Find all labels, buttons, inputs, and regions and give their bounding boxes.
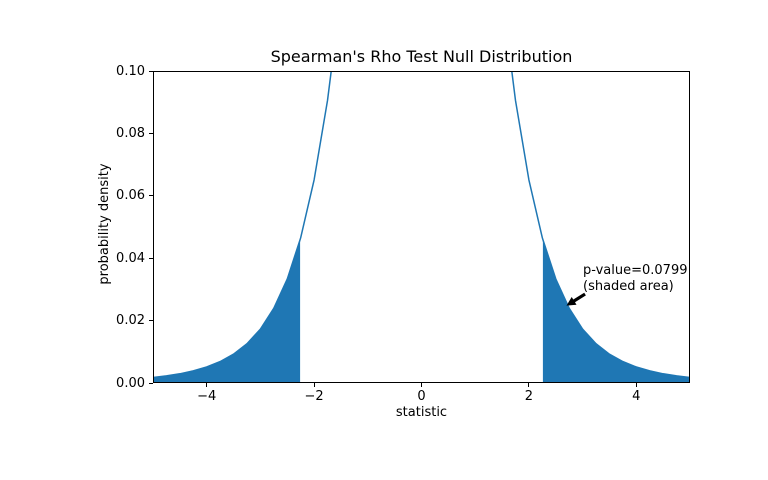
y-tick-mark <box>149 70 153 72</box>
annotation-arrow-icon <box>566 292 586 306</box>
x-tick-label: 2 <box>524 389 534 404</box>
left-tail-fill <box>153 239 301 383</box>
x-tick-mark <box>313 383 315 387</box>
y-tick-mark <box>149 320 153 322</box>
right-tail-fill <box>542 239 690 383</box>
axes-spines <box>153 71 690 383</box>
x-tick-mark <box>421 383 422 387</box>
y-tick-mark <box>149 382 153 384</box>
pvalue-annotation-line2: (shaded area) <box>583 278 674 294</box>
x-tick-mark <box>635 383 637 387</box>
y-tick-label: 0.00 <box>116 375 145 391</box>
y-tick-label: 0.08 <box>116 125 145 141</box>
x-tick-mark <box>528 383 530 387</box>
x-tick-label: 0 <box>417 389 426 404</box>
plot-svg <box>153 71 690 383</box>
y-axis-label: probability density <box>97 163 112 285</box>
y-tick-label: 0.04 <box>116 250 145 266</box>
y-tick-label: 0.06 <box>116 188 145 204</box>
x-tick-label: −2 <box>304 389 324 404</box>
y-tick-mark <box>149 257 153 259</box>
x-axis-label: statistic <box>395 405 448 420</box>
y-tick-mark <box>149 132 153 134</box>
y-tick-mark <box>149 195 153 197</box>
pvalue-annotation-line1: p-value=0.0799 <box>583 263 688 278</box>
x-tick-label: 4 <box>632 389 641 404</box>
chart-title: Spearman's Rho Test Null Distribution <box>270 47 573 66</box>
y-tick-label: 0.10 <box>116 63 145 79</box>
density-curve <box>153 71 690 379</box>
pvalue-annotation: p-value=0.0799 (shaded area) <box>583 263 687 294</box>
y-tick-label: 0.02 <box>116 313 145 329</box>
x-tick-mark <box>206 383 208 387</box>
plot-area <box>153 71 690 383</box>
x-tick-label: −4 <box>197 389 217 404</box>
